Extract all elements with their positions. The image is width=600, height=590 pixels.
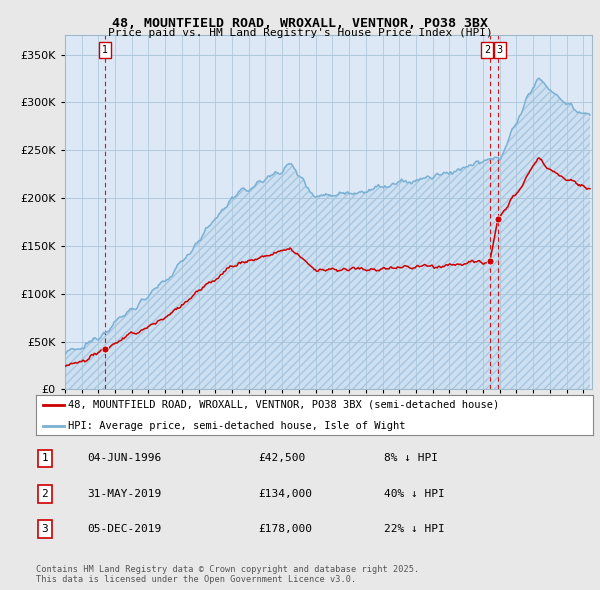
Text: 1: 1	[41, 454, 49, 463]
Text: 1: 1	[102, 45, 109, 55]
Text: HPI: Average price, semi-detached house, Isle of Wight: HPI: Average price, semi-detached house,…	[68, 421, 406, 431]
Text: Contains HM Land Registry data © Crown copyright and database right 2025.
This d: Contains HM Land Registry data © Crown c…	[36, 565, 419, 584]
Text: 22% ↓ HPI: 22% ↓ HPI	[384, 525, 445, 534]
Text: £178,000: £178,000	[258, 525, 312, 534]
Text: 31-MAY-2019: 31-MAY-2019	[87, 489, 161, 499]
Text: 3: 3	[497, 45, 503, 55]
Text: 40% ↓ HPI: 40% ↓ HPI	[384, 489, 445, 499]
Text: 2: 2	[41, 489, 49, 499]
Text: 3: 3	[41, 525, 49, 534]
Text: 2: 2	[484, 45, 490, 55]
Text: 8% ↓ HPI: 8% ↓ HPI	[384, 454, 438, 463]
Text: Price paid vs. HM Land Registry's House Price Index (HPI): Price paid vs. HM Land Registry's House …	[107, 28, 493, 38]
Text: 04-JUN-1996: 04-JUN-1996	[87, 454, 161, 463]
Text: £134,000: £134,000	[258, 489, 312, 499]
Text: 48, MOUNTFIELD ROAD, WROXALL, VENTNOR, PO38 3BX: 48, MOUNTFIELD ROAD, WROXALL, VENTNOR, P…	[112, 17, 488, 30]
Text: £42,500: £42,500	[258, 454, 305, 463]
Text: 48, MOUNTFIELD ROAD, WROXALL, VENTNOR, PO38 3BX (semi-detached house): 48, MOUNTFIELD ROAD, WROXALL, VENTNOR, P…	[68, 400, 500, 409]
Text: 05-DEC-2019: 05-DEC-2019	[87, 525, 161, 534]
